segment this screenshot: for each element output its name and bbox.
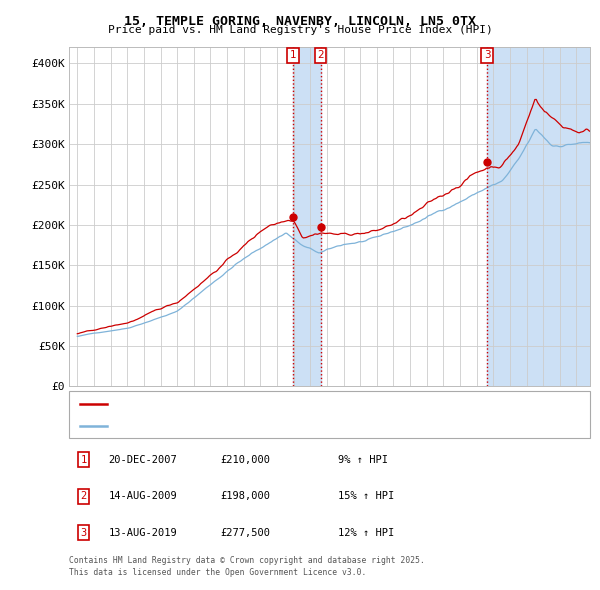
Text: This data is licensed under the Open Government Licence v3.0.: This data is licensed under the Open Gov… xyxy=(69,568,367,576)
Text: 13-AUG-2019: 13-AUG-2019 xyxy=(109,527,178,537)
Text: Contains HM Land Registry data © Crown copyright and database right 2025.: Contains HM Land Registry data © Crown c… xyxy=(69,556,425,565)
Text: 15% ↑ HPI: 15% ↑ HPI xyxy=(338,491,394,501)
Bar xyxy=(293,47,320,386)
Text: 12% ↑ HPI: 12% ↑ HPI xyxy=(338,527,394,537)
Text: £277,500: £277,500 xyxy=(221,527,271,537)
Text: £210,000: £210,000 xyxy=(221,454,271,464)
Text: 1: 1 xyxy=(80,454,86,464)
Text: Price paid vs. HM Land Registry's House Price Index (HPI): Price paid vs. HM Land Registry's House … xyxy=(107,25,493,35)
Text: 9% ↑ HPI: 9% ↑ HPI xyxy=(338,454,388,464)
Text: HPI: Average price, detached house, North Kesteven: HPI: Average price, detached house, Nort… xyxy=(113,422,400,431)
Bar xyxy=(487,47,590,386)
Text: £198,000: £198,000 xyxy=(221,491,271,501)
Text: 2: 2 xyxy=(80,491,86,501)
Text: 14-AUG-2009: 14-AUG-2009 xyxy=(109,491,178,501)
Text: 1: 1 xyxy=(290,50,296,60)
Text: 3: 3 xyxy=(80,527,86,537)
Text: 3: 3 xyxy=(484,50,490,60)
Text: 15, TEMPLE GORING, NAVENBY, LINCOLN, LN5 0TX: 15, TEMPLE GORING, NAVENBY, LINCOLN, LN5… xyxy=(124,15,476,28)
Text: 20-DEC-2007: 20-DEC-2007 xyxy=(109,454,178,464)
Text: 15, TEMPLE GORING, NAVENBY, LINCOLN, LN5 0TX (detached house): 15, TEMPLE GORING, NAVENBY, LINCOLN, LN5… xyxy=(113,399,464,408)
Text: 2: 2 xyxy=(317,50,324,60)
